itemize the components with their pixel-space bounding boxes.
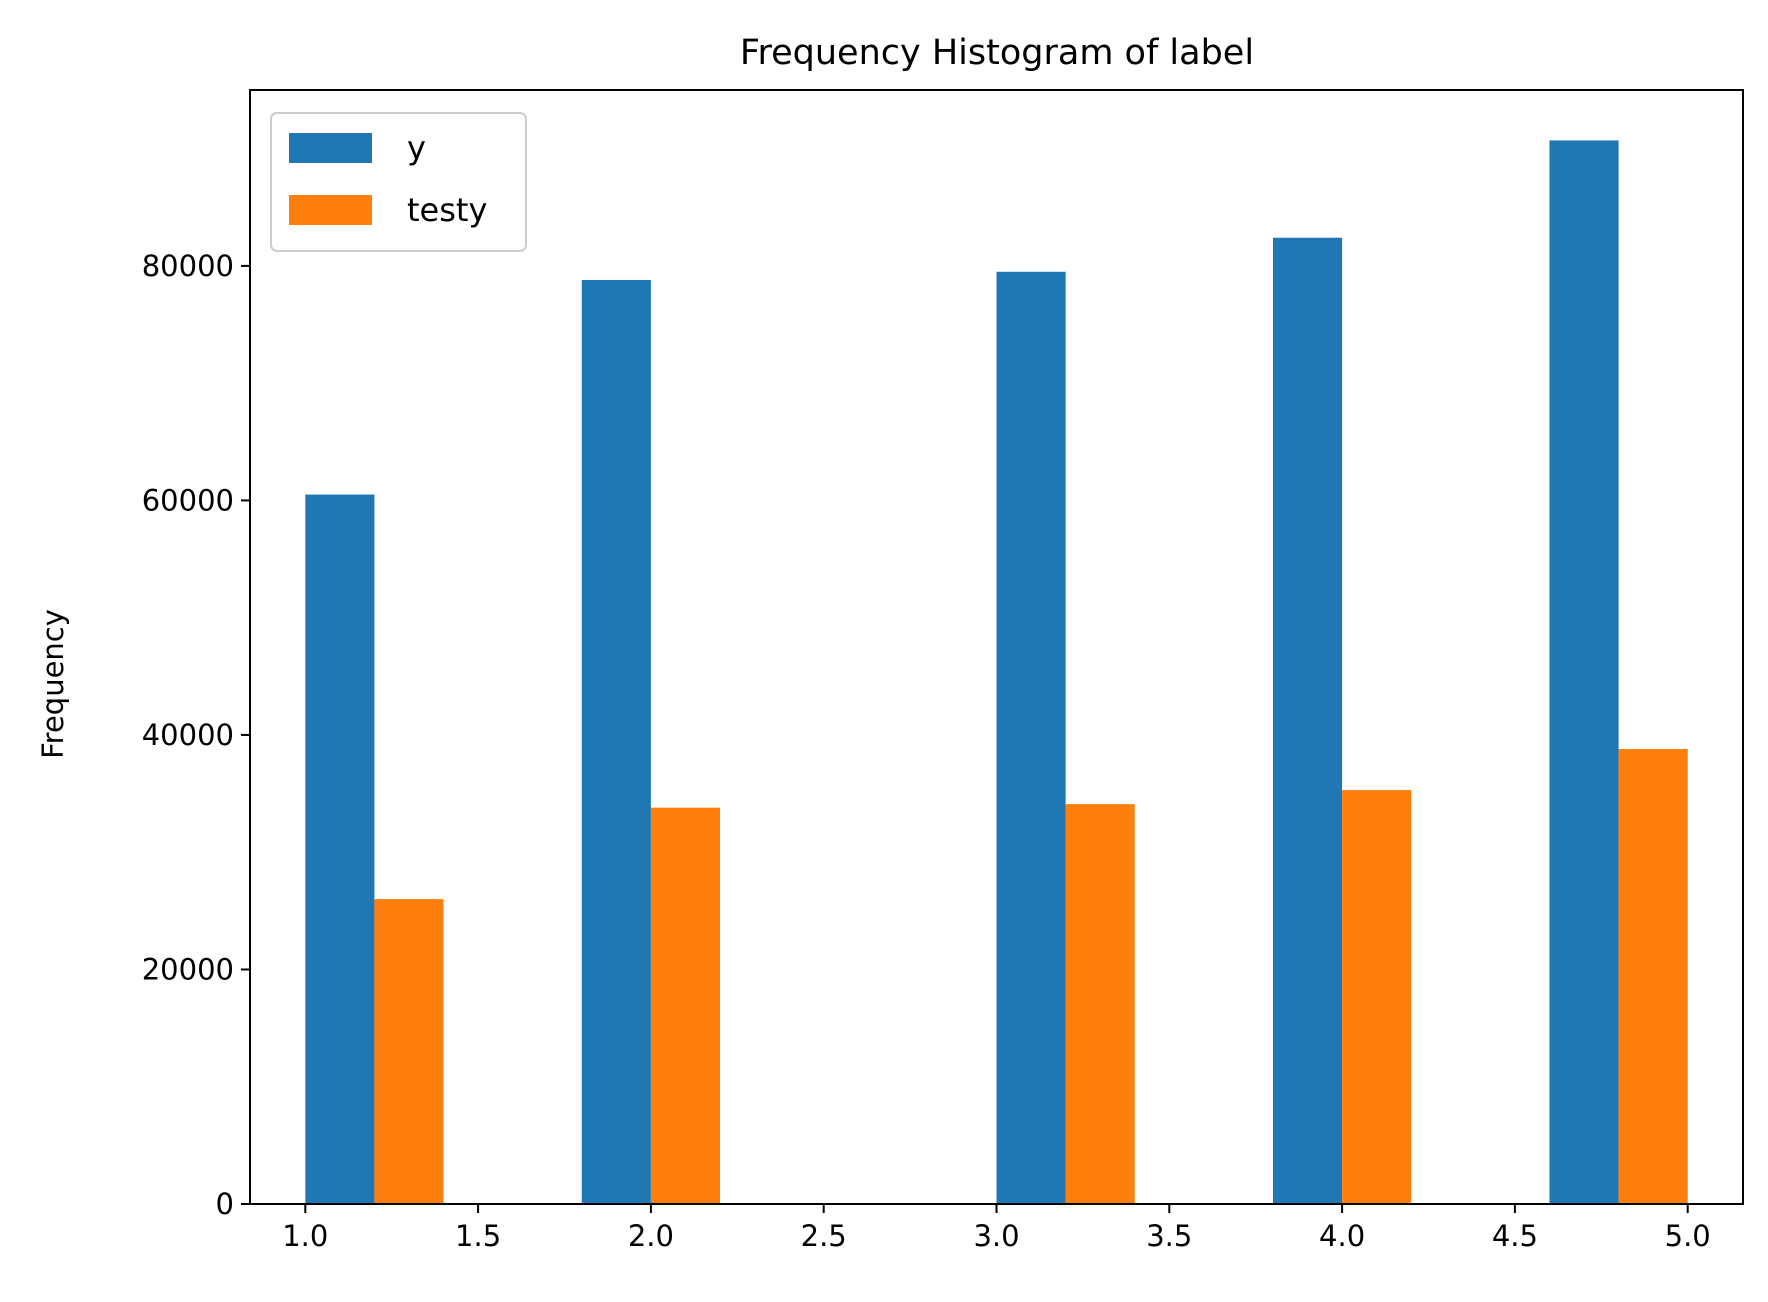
chart-title: Frequency Histogram of label [740,33,1254,73]
x-tick-label: 5.0 [1665,1219,1711,1253]
x-tick-label: 2.0 [628,1219,674,1253]
x-tick-label: 4.0 [1319,1219,1365,1253]
bars [305,140,1688,1205]
x-axis-ticks: 1.0 1.5 2.0 2.5 3.0 3.5 4.0 4.5 5.0 [282,1204,1711,1253]
bar-y-5 [996,271,1066,1204]
bar-testy-7 [1342,790,1412,1204]
y-tick-label: 0 [216,1187,234,1221]
bar-y-0 [305,494,375,1205]
x-tick-label: 3.0 [973,1219,1019,1253]
bar-testy-2 [650,807,721,1204]
bar-testy-0 [374,899,444,1204]
bar-y-7 [1272,237,1343,1204]
bar-testy-5 [1065,804,1135,1204]
y-tick-label: 40000 [142,718,234,752]
y-tick-label: 80000 [142,249,234,283]
legend-label-y: y [407,129,426,167]
bar-y-9 [1549,140,1619,1205]
x-tick-label: 4.5 [1492,1219,1538,1253]
x-tick-label: 1.0 [282,1219,328,1253]
y-axis-ticks: 0 20000 40000 60000 80000 [142,249,250,1221]
legend-label-testy: testy [407,191,487,229]
y-axis-label: Frequency [36,609,70,759]
x-tick-label: 1.5 [455,1219,501,1253]
legend-swatch-y [289,133,372,163]
y-tick-label: 60000 [142,483,234,517]
bar-y-2 [581,279,651,1204]
x-tick-label: 3.5 [1146,1219,1192,1253]
plot-area-frame [249,89,1744,1205]
bar-testy-9 [1618,749,1688,1204]
legend-swatch-testy [289,195,372,225]
y-tick-label: 20000 [142,952,234,986]
legend: y testy [270,112,527,252]
x-tick-label: 2.5 [801,1219,847,1253]
